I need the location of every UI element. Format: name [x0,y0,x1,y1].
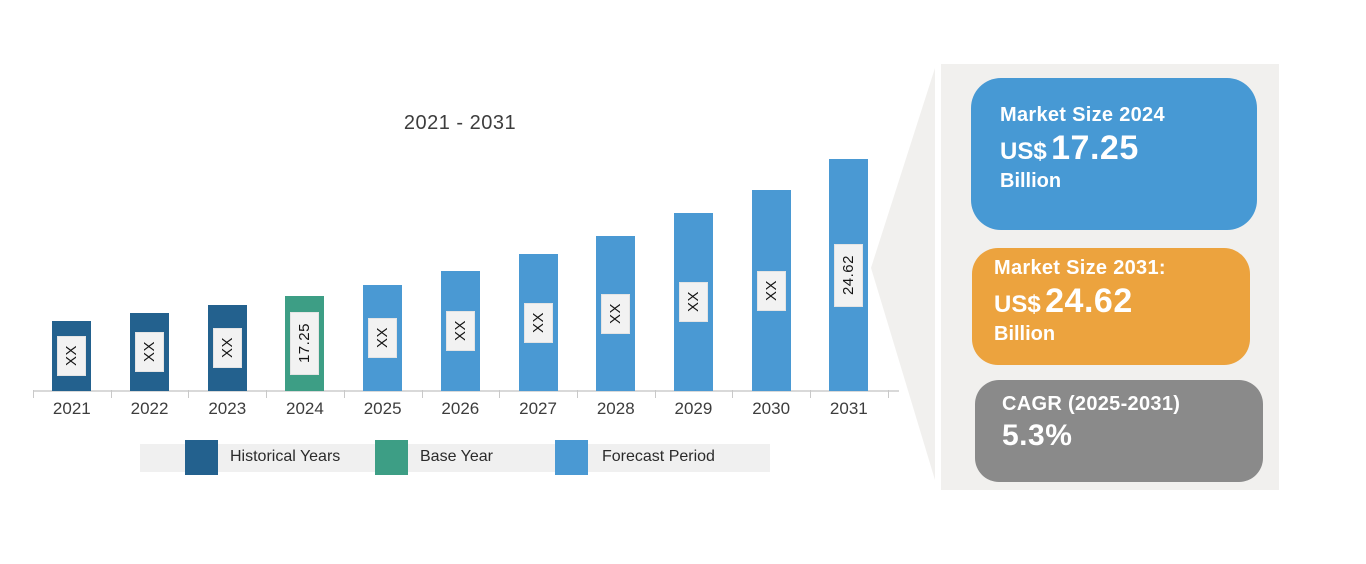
legend-swatch-forecast [555,440,588,475]
currency-label: US$ [1000,138,1047,165]
card-value: 5.3% [1002,420,1263,452]
axis-tick [33,390,34,398]
summary-panel: Market Size 2024 US$ 17.25 Billion Marke… [941,64,1279,490]
card-title: CAGR (2025-2031) [1002,393,1181,415]
card-value: US$ 24.62 [994,282,1250,320]
axis-tick [732,390,734,398]
bar-label-2026: XX [445,311,475,351]
card-cagr: CAGR (2025-2031) 5.3% [975,380,1263,482]
axis-tick [266,390,268,398]
x-axis-label-2021: 2021 [52,399,91,418]
bar-label-2030: XX [756,270,786,311]
x-axis-label-2031: 2031 [829,399,868,418]
legend-swatch-historical [185,440,218,475]
chart-area: XX 2021 XX 2022 XX 2023 17.25 2024 XX 2025 XX 2026 X… [33,159,899,418]
axis-tick [654,390,656,398]
x-axis-label-2030: 2030 [752,399,791,418]
unit-label: Billion [994,322,1056,345]
x-axis-label-2024: 2024 [286,399,324,418]
bar-label-2027: XX [523,302,553,343]
value-text: 5.3% [1002,419,1073,452]
bar-label-2028: XX [601,293,631,334]
legend-swatch-base [375,440,408,475]
bar-label-2024: 17.25 [290,312,320,375]
x-axis-label-2022: 2022 [130,399,169,418]
card-market-size-2024: Market Size 2024 US$ 17.25 Billion [971,78,1257,230]
card-value: US$ 17.25 [1000,129,1257,167]
x-axis-label-2023: 2023 [208,399,247,418]
chart-title: 2021 - 2031 [403,112,517,134]
bar-label-2023: XX [212,328,242,368]
bar-label-2025: XX [368,318,398,358]
value-text: 17.25 [1051,129,1139,167]
currency-label: US$ [994,291,1041,318]
axis-tick [499,390,501,398]
axis-tick [576,390,578,398]
axis-tick [110,390,112,398]
card-market-size-2031: Market Size 2031: US$ 24.62 Billion [972,248,1250,365]
x-axis-line [33,390,899,392]
value-text: 24.62 [1045,282,1133,320]
axis-tick [343,390,345,398]
bar-label-2029: XX [678,282,708,322]
x-axis-label-2028: 2028 [596,399,635,418]
axis-tick [810,390,811,398]
legend-label-base: Base Year [420,448,493,465]
unit-label: Billion [1000,169,1062,192]
bar-label-2022: XX [135,332,165,372]
legend: Historical Years Base Year Forecast Peri… [140,440,770,475]
legend-label-historical: Historical Years [230,448,341,465]
card-title: Market Size 2024 [1000,104,1165,126]
x-axis-label-2026: 2026 [441,399,480,418]
x-axis-label-2025: 2025 [363,399,402,418]
card-title: Market Size 2031: [994,257,1166,279]
axis-tick [421,390,423,398]
x-axis-label-2029: 2029 [674,399,713,418]
axis-tick [887,390,889,398]
bar-label-2031: 24.62 [834,243,864,307]
legend-label-forecast: Forecast Period [602,448,715,465]
axis-tick [188,390,190,398]
x-axis-label-2027: 2027 [519,399,557,418]
bar-label-2021: XX [57,336,87,376]
